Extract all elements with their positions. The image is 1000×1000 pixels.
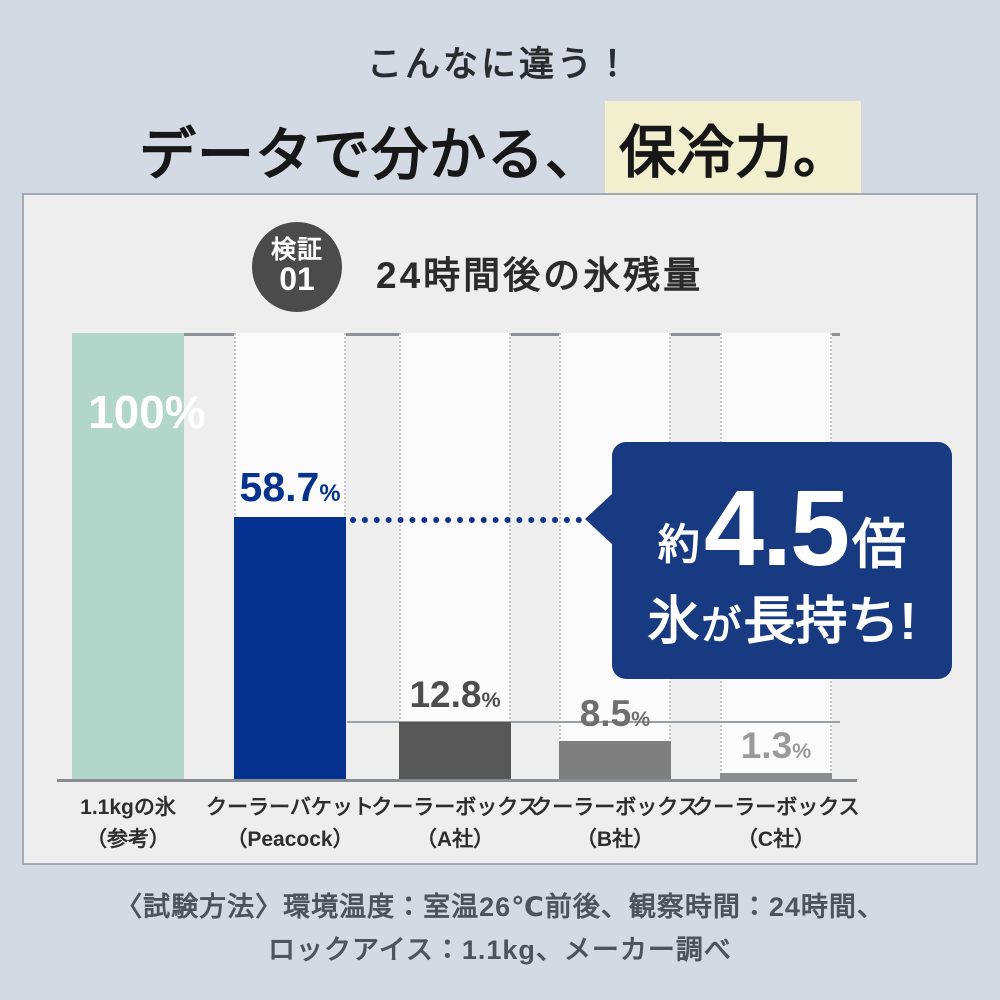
bar-chart: 約 4.5 倍 氷が長持ち! 100% 1.1kgの氷 （参考） 58.7% クーラーバケッ… (24, 195, 976, 863)
callout-text: 長持ち! (743, 592, 917, 651)
bar-track (399, 333, 511, 779)
page-title-highlight: 保冷力。 (605, 101, 861, 199)
callout-line1: 約 4.5 倍 (657, 466, 907, 588)
bar-value-label: 100% (88, 386, 206, 438)
bar (234, 517, 346, 779)
callout-text: 約 (657, 520, 700, 568)
callout-text: 4.5 (703, 466, 850, 588)
x-axis-label: クーラーボックス （A社） (371, 796, 539, 851)
page-subtitle: こんなに違う！ (366, 45, 633, 84)
callout-line2: 氷が長持ち! (647, 596, 916, 648)
bar-value-label: 8.5% (579, 693, 651, 734)
callout-text: 倍 (852, 514, 907, 575)
bar (720, 773, 832, 779)
leader-dotted-line (350, 517, 582, 523)
x-axis-label: 1.1kgの氷 （参考） (80, 796, 176, 851)
test-method-note: 〈試験方法〉環境温度：室温26℃前後、観察時間：24時間、 ロックアイス：1.1… (0, 886, 1000, 972)
header: こんなに違う！ データで分かる、 保冷力。 (0, 0, 1000, 199)
callout-bubble: 約 4.5 倍 氷が長持ち! (585, 442, 952, 679)
bar (399, 722, 511, 779)
x-axis-label: クーラーボックス （B社） (531, 796, 699, 851)
test-method-line1: 〈試験方法〉環境温度：室温26℃前後、観察時間：24時間、 (115, 892, 885, 922)
callout-text: 氷 (647, 592, 700, 651)
test-method-line2: ロックアイス：1.1kg、メーカー調べ (268, 935, 732, 966)
bar-value-label: 58.7% (239, 464, 341, 510)
x-axis-label: クーラーバケット （Peacock） (206, 796, 374, 851)
bar (559, 741, 671, 779)
reference-line (347, 721, 840, 723)
verification-badge: 検証 01 (252, 222, 342, 312)
page-title-plain: データで分かる、 (139, 123, 603, 187)
page-title: データで分かる、 保冷力。 (0, 101, 1000, 199)
x-axis-label: クーラーボックス （C社） (692, 796, 860, 851)
bar-value-label: 1.3% (740, 725, 812, 766)
bar (72, 333, 184, 779)
bar-value-label: 12.8% (409, 674, 501, 715)
chart-title: 24時間後の氷残量 (376, 255, 704, 296)
badge-label: 検証 (270, 236, 323, 265)
callout-tail-icon (585, 493, 613, 545)
chart-baseline (57, 779, 857, 782)
badge-number: 01 (279, 261, 315, 298)
chart-panel: 検証 01 24時間後の氷残量 約 4.5 倍 氷が長持ち! 100% 1.1kgの氷… (22, 193, 978, 865)
callout-text: が (701, 603, 742, 648)
